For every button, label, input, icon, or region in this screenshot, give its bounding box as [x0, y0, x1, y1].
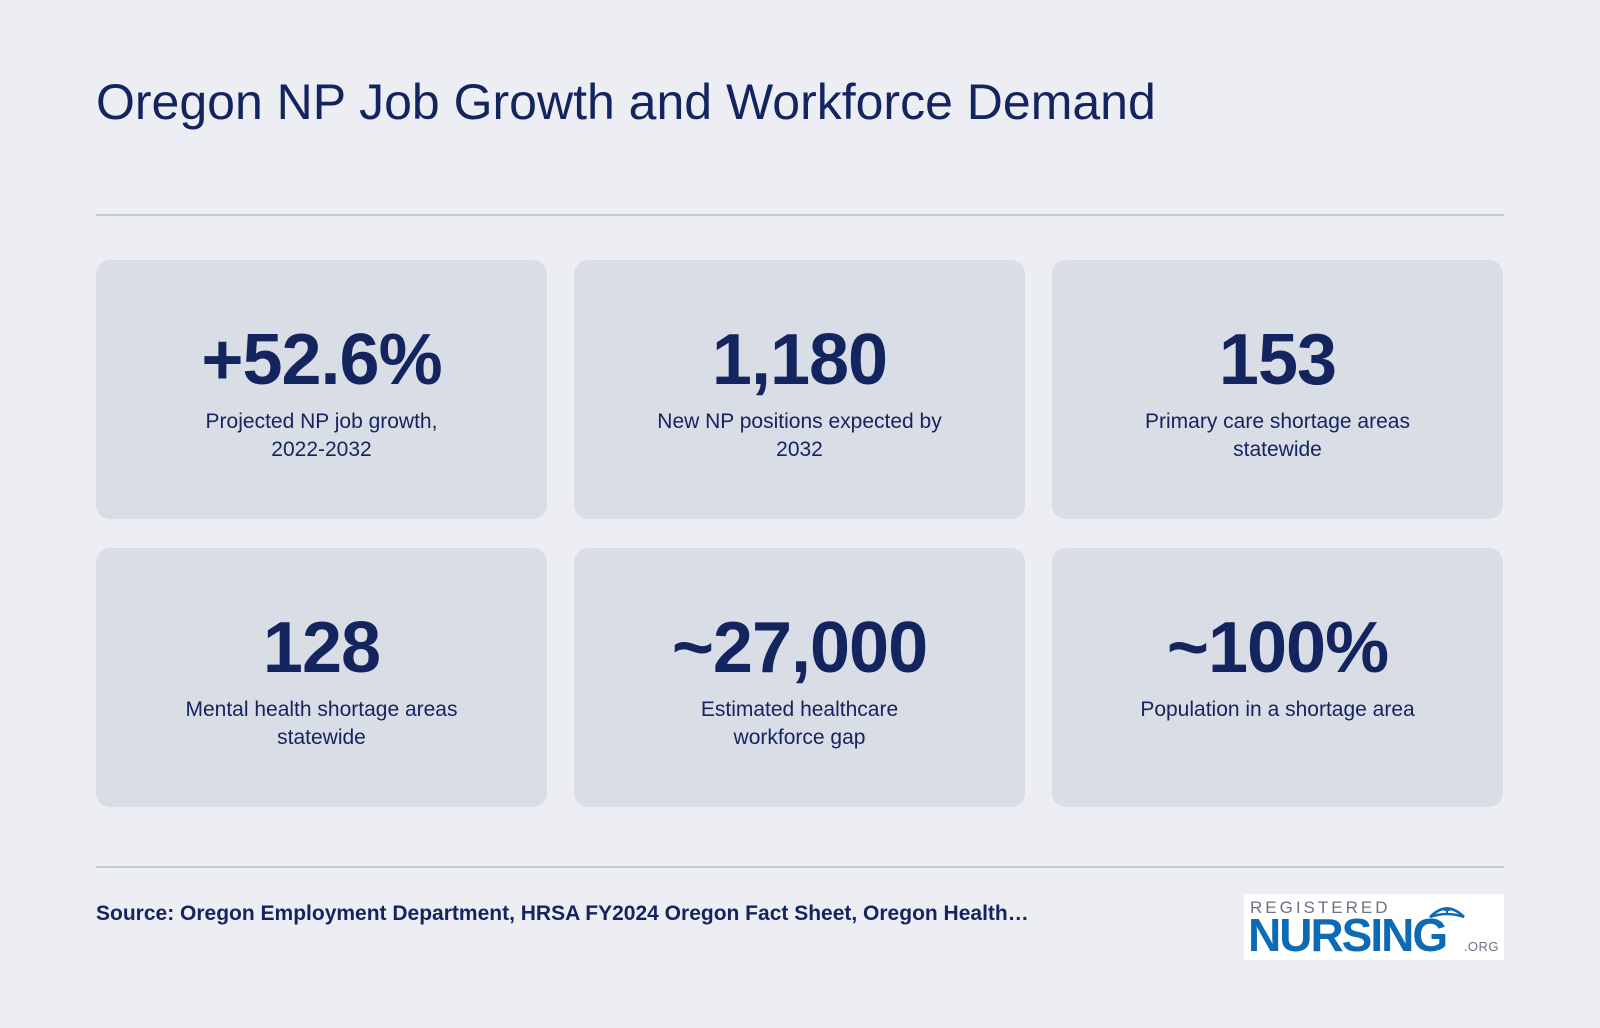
logo-main-text: NURSING	[1248, 909, 1448, 961]
stat-card-primary-care-shortage: 153 Primary care shortage areas statewid…	[1052, 260, 1503, 519]
nurse-cap-icon	[1429, 907, 1465, 919]
stat-card-job-growth: +52.6% Projected NP job growth, 2022-203…	[96, 260, 547, 519]
logo-tld-text: .ORG	[1463, 939, 1499, 954]
stat-card-population-shortage: ~100% Population in a shortage area	[1052, 548, 1503, 807]
stats-grid: +52.6% Projected NP job growth, 2022-203…	[96, 260, 1504, 807]
stat-value: +52.6%	[201, 320, 442, 400]
source-note: Source: Oregon Employment Department, HR…	[96, 902, 1029, 925]
stat-label: Estimated healthcare workforce gap	[700, 698, 899, 749]
stat-card-workforce-gap: ~27,000 Estimated healthcare workforce g…	[574, 548, 1025, 807]
stat-label: Mental health shortage areas statewide	[185, 698, 458, 749]
stat-card-new-positions: 1,180 New NP positions expected by 2032	[574, 260, 1025, 519]
stat-label: Population in a shortage area	[1140, 698, 1415, 721]
stat-label: Primary care shortage areas statewide	[1145, 410, 1410, 461]
page-title: Oregon NP Job Growth and Workforce Deman…	[96, 74, 1156, 130]
bottom-divider	[96, 866, 1504, 868]
stat-value: 153	[1218, 320, 1337, 400]
stat-value: ~27,000	[671, 608, 928, 688]
stat-value: ~100%	[1166, 608, 1389, 688]
registered-nursing-logo: REGISTERED NURSING .ORG	[1244, 894, 1504, 960]
stat-label: New NP positions expected by 2032	[657, 410, 942, 461]
stat-value: 128	[262, 608, 381, 688]
stat-label: Projected NP job growth, 2022-2032	[205, 410, 438, 461]
top-divider	[96, 214, 1504, 216]
stat-card-mental-health-shortage: 128 Mental health shortage areas statewi…	[96, 548, 547, 807]
logo-top-text: REGISTERED	[1250, 898, 1391, 917]
stat-value: 1,180	[711, 320, 888, 400]
